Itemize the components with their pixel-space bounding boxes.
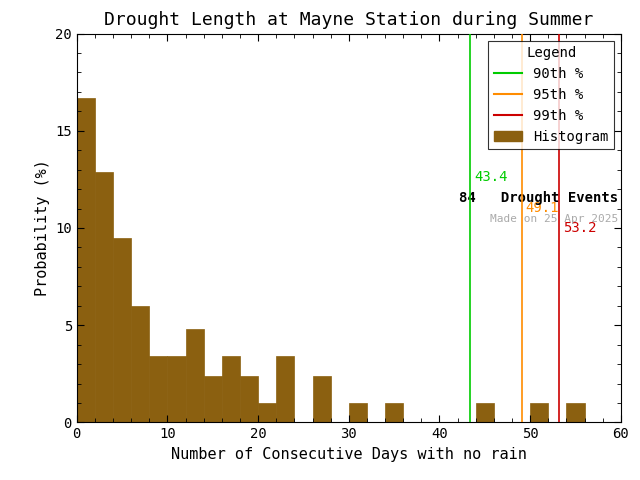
- Bar: [204, 376, 222, 422]
- Y-axis label: Probability (%): Probability (%): [35, 159, 50, 297]
- Bar: [349, 403, 367, 422]
- Bar: [113, 238, 131, 422]
- Legend: 90th %, 95th %, 99th %, Histogram: 90th %, 95th %, 99th %, Histogram: [488, 40, 614, 149]
- Bar: [131, 306, 149, 422]
- Bar: [240, 376, 258, 422]
- Bar: [168, 356, 186, 422]
- Bar: [385, 403, 403, 422]
- Bar: [77, 98, 95, 422]
- Bar: [258, 403, 276, 422]
- Bar: [530, 403, 548, 422]
- Bar: [312, 376, 331, 422]
- Bar: [186, 329, 204, 422]
- Bar: [476, 403, 494, 422]
- Text: Made on 25 Apr 2025: Made on 25 Apr 2025: [490, 215, 618, 224]
- Text: 43.4: 43.4: [474, 170, 508, 184]
- Bar: [566, 403, 584, 422]
- Bar: [222, 356, 240, 422]
- Bar: [276, 356, 294, 422]
- Text: 84   Drought Events: 84 Drought Events: [459, 191, 618, 205]
- X-axis label: Number of Consecutive Days with no rain: Number of Consecutive Days with no rain: [171, 447, 527, 462]
- Bar: [149, 356, 168, 422]
- Text: 53.2: 53.2: [563, 221, 596, 235]
- Bar: [95, 172, 113, 422]
- Title: Drought Length at Mayne Station during Summer: Drought Length at Mayne Station during S…: [104, 11, 593, 29]
- Text: 49.1: 49.1: [525, 202, 559, 216]
